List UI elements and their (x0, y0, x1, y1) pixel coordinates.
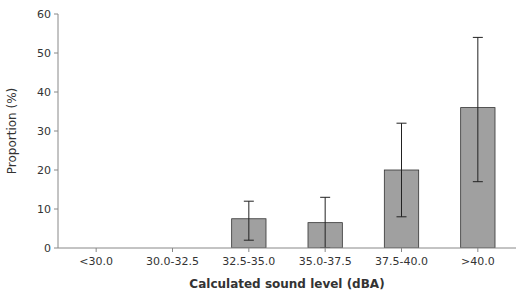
y-tick-label: 20 (37, 164, 51, 177)
x-tick-label: 32.5-35.0 (222, 255, 275, 268)
x-axis-line (58, 248, 516, 249)
y-tick (54, 170, 58, 171)
x-axis-label: Calculated sound level (dBA) (189, 277, 384, 291)
y-axis-label: Proportion (%) (5, 88, 19, 175)
y-tick-label: 30 (37, 125, 51, 138)
x-tick-label: 37.5-40.0 (375, 255, 428, 268)
y-tick-label: 40 (37, 86, 51, 99)
x-tick (325, 248, 326, 252)
x-tick-label: 30.0-32.5 (146, 255, 199, 268)
y-tick-label: 60 (37, 8, 51, 21)
x-tick (96, 248, 97, 252)
x-tick (172, 248, 173, 252)
y-tick-label: 10 (37, 203, 51, 216)
error-bar (320, 197, 330, 248)
plot-area (232, 37, 495, 248)
error-bar (397, 123, 407, 217)
y-tick-label: 50 (37, 47, 51, 60)
x-tick (401, 248, 402, 252)
y-tick-label: 0 (44, 242, 51, 255)
y-tick (54, 209, 58, 210)
error-bar (244, 201, 254, 240)
y-tick (54, 248, 58, 249)
x-tick-label: 35.0-37.5 (299, 255, 352, 268)
y-tick (54, 131, 58, 132)
y-tick (54, 92, 58, 93)
x-tick-label: <30.0 (79, 255, 113, 268)
error-bar (473, 37, 483, 181)
y-tick (54, 53, 58, 54)
x-tick (477, 248, 478, 252)
y-tick (54, 14, 58, 15)
chart: 0 10 20 30 40 50 60 <30.0 30.0-32.5 32.5-35.0 35.0… (0, 0, 530, 298)
chart-container: 0 10 20 30 40 50 60 <30.0 30.0-32.5 32.5-35.0 35.0… (0, 0, 530, 298)
x-tick-label: >40.0 (461, 255, 495, 268)
x-tick (248, 248, 249, 252)
